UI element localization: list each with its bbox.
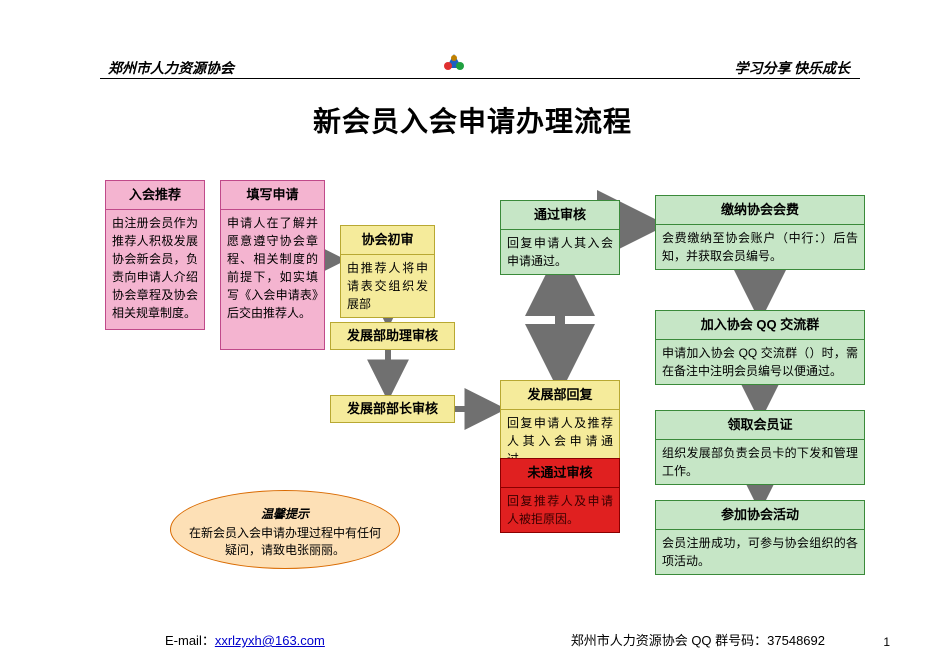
- node-n2: 填写申请申请人在了解并愿意遵守协会章程、相关制度的前提下，如实填写《入会申请表》…: [220, 180, 325, 350]
- node-n10-title: 加入协会 QQ 交流群: [656, 311, 864, 340]
- node-n11: 领取会员证组织发展部负责会员卡的下发和管理工作。: [655, 410, 865, 485]
- node-n1: 入会推荐由注册会员作为推荐人积极发展协会新会员，负责向申请人介绍协会章程及协会相…: [105, 180, 205, 330]
- node-n1-body: 由注册会员作为推荐人积极发展协会新会员，负责向申请人介绍协会章程及协会相关规章制…: [106, 210, 204, 326]
- node-n12: 参加协会活动会员注册成功，可参与协会组织的各项活动。: [655, 500, 865, 575]
- node-n9-title: 缴纳协会会费: [656, 196, 864, 225]
- node-n7: 通过审核回复申请人其入会申请通过。: [500, 200, 620, 275]
- footer-email: E-mail：xxrlzyxh@163.com: [165, 630, 325, 649]
- page-number: 1: [883, 635, 890, 649]
- node-n3: 协会初审由推荐人将申请表交组织发展部: [340, 225, 435, 318]
- tip-body: 在新会员入会申请办理过程中有任何疑问，请致电张丽丽。: [189, 524, 381, 558]
- node-n10: 加入协会 QQ 交流群申请加入协会 QQ 交流群（）时，需在备注中注明会员编号以…: [655, 310, 865, 385]
- node-n7-title: 通过审核: [501, 201, 619, 230]
- footer-qq: 郑州市人力资源协会 QQ 群号码：37548692: [571, 630, 825, 649]
- node-n11-body: 组织发展部负责会员卡的下发和管理工作。: [656, 440, 864, 484]
- page-title: 新会员入会申请办理流程: [0, 100, 945, 140]
- node-n1-title: 入会推荐: [106, 181, 204, 210]
- node-n9-body: 会费缴纳至协会账户（中行：）后告知，并获取会员编号。: [656, 225, 864, 269]
- header-divider: [100, 78, 860, 79]
- footer-email-link[interactable]: xxrlzyxh@163.com: [215, 633, 325, 648]
- node-n7-body: 回复申请人其入会申请通过。: [501, 230, 619, 274]
- footer-email-label: E-mail：: [165, 633, 215, 648]
- node-n8-body: 回复推荐人及申请人被拒原因。: [501, 488, 619, 532]
- node-n3-title: 协会初审: [341, 226, 434, 255]
- node-n11-title: 领取会员证: [656, 411, 864, 440]
- header-logo-icon: [440, 50, 468, 74]
- node-n5: 发展部部长审核: [330, 395, 455, 423]
- node-n8: 未通过审核回复推荐人及申请人被拒原因。: [500, 458, 620, 533]
- node-n2-title: 填写申请: [221, 181, 324, 210]
- tip-title: 温馨提示: [189, 505, 381, 522]
- node-n12-title: 参加协会活动: [656, 501, 864, 530]
- node-n4: 发展部助理审核: [330, 322, 455, 350]
- page: 郑州市人力资源协会 学习分享 快乐成长 新会员入会申请办理流程 入会推荐由注册会…: [0, 0, 945, 669]
- node-n9: 缴纳协会会费会费缴纳至协会账户（中行：）后告知，并获取会员编号。: [655, 195, 865, 270]
- tip-note: 温馨提示 在新会员入会申请办理过程中有任何疑问，请致电张丽丽。: [170, 490, 400, 569]
- node-n2-body: 申请人在了解并愿意遵守协会章程、相关制度的前提下，如实填写《入会申请表》后交由推…: [221, 210, 324, 326]
- node-n3-body: 由推荐人将申请表交组织发展部: [341, 255, 434, 317]
- header-slogan: 学习分享 快乐成长: [735, 58, 851, 78]
- node-n6-title: 发展部回复: [501, 381, 619, 410]
- node-n8-title: 未通过审核: [501, 459, 619, 488]
- node-n10-body: 申请加入协会 QQ 交流群（）时，需在备注中注明会员编号以便通过。: [656, 340, 864, 384]
- header-org: 郑州市人力资源协会: [108, 58, 234, 78]
- node-n12-body: 会员注册成功，可参与协会组织的各项活动。: [656, 530, 864, 574]
